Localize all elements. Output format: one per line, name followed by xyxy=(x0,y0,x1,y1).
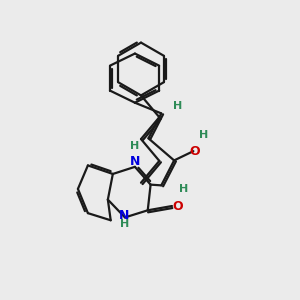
Text: O: O xyxy=(172,200,183,212)
Text: H: H xyxy=(200,130,209,140)
Text: H: H xyxy=(179,184,189,194)
Text: H: H xyxy=(120,219,129,229)
Text: H: H xyxy=(173,101,182,111)
Text: N: N xyxy=(119,209,130,222)
Text: H: H xyxy=(130,141,140,151)
Text: O: O xyxy=(190,145,200,158)
Text: N: N xyxy=(130,155,141,168)
